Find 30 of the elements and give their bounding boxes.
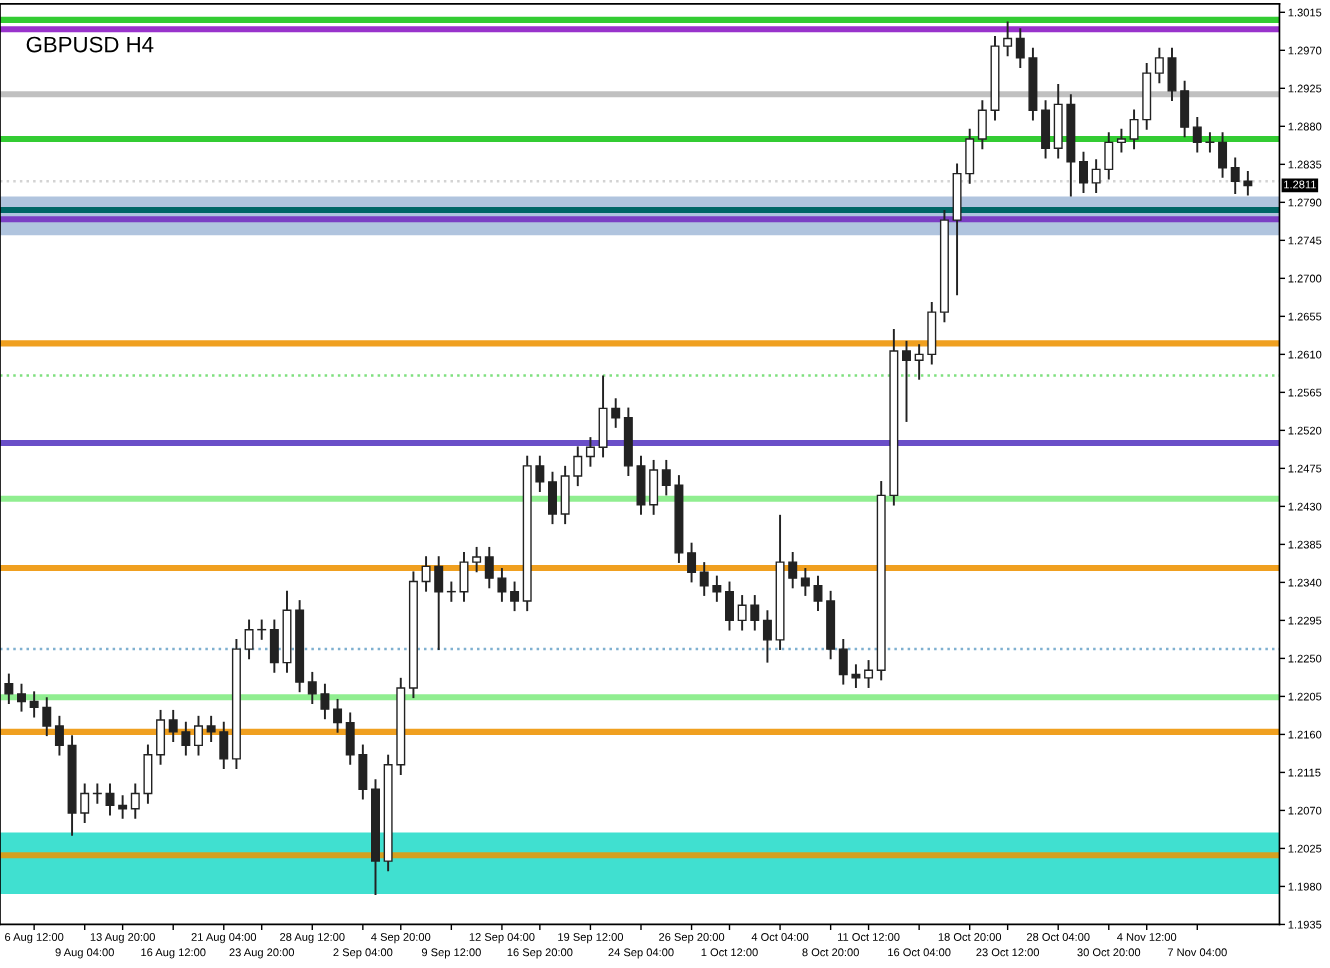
candlestick (902, 339, 911, 423)
candlestick (510, 580, 520, 613)
candlestick (864, 659, 874, 689)
candlestick (194, 714, 203, 757)
candlestick (1180, 79, 1190, 139)
text: GBPUSD H4 (26, 36, 154, 53)
candlestick (548, 470, 557, 526)
candlestick (725, 580, 734, 632)
candlestick (459, 551, 469, 603)
candlestick (1041, 99, 1051, 160)
candlestick (156, 708, 166, 766)
candlestick (17, 682, 26, 713)
candlestick (1079, 150, 1088, 195)
candlestick (585, 436, 595, 468)
candlestick (800, 567, 810, 597)
candlestick (649, 458, 659, 516)
candlestick (1154, 46, 1164, 85)
candlestick (1003, 20, 1013, 58)
candlestick (269, 618, 279, 674)
candlestick (333, 697, 343, 734)
candlestick (4, 672, 14, 705)
candlestick (813, 574, 823, 613)
candlestick (472, 545, 482, 574)
candlestick (1167, 46, 1177, 102)
candlestick (977, 99, 987, 151)
candlestick (1218, 131, 1228, 179)
candlestick (54, 714, 64, 757)
candlestick (1116, 127, 1126, 154)
candlestick (687, 541, 697, 584)
candlestick (762, 609, 772, 664)
